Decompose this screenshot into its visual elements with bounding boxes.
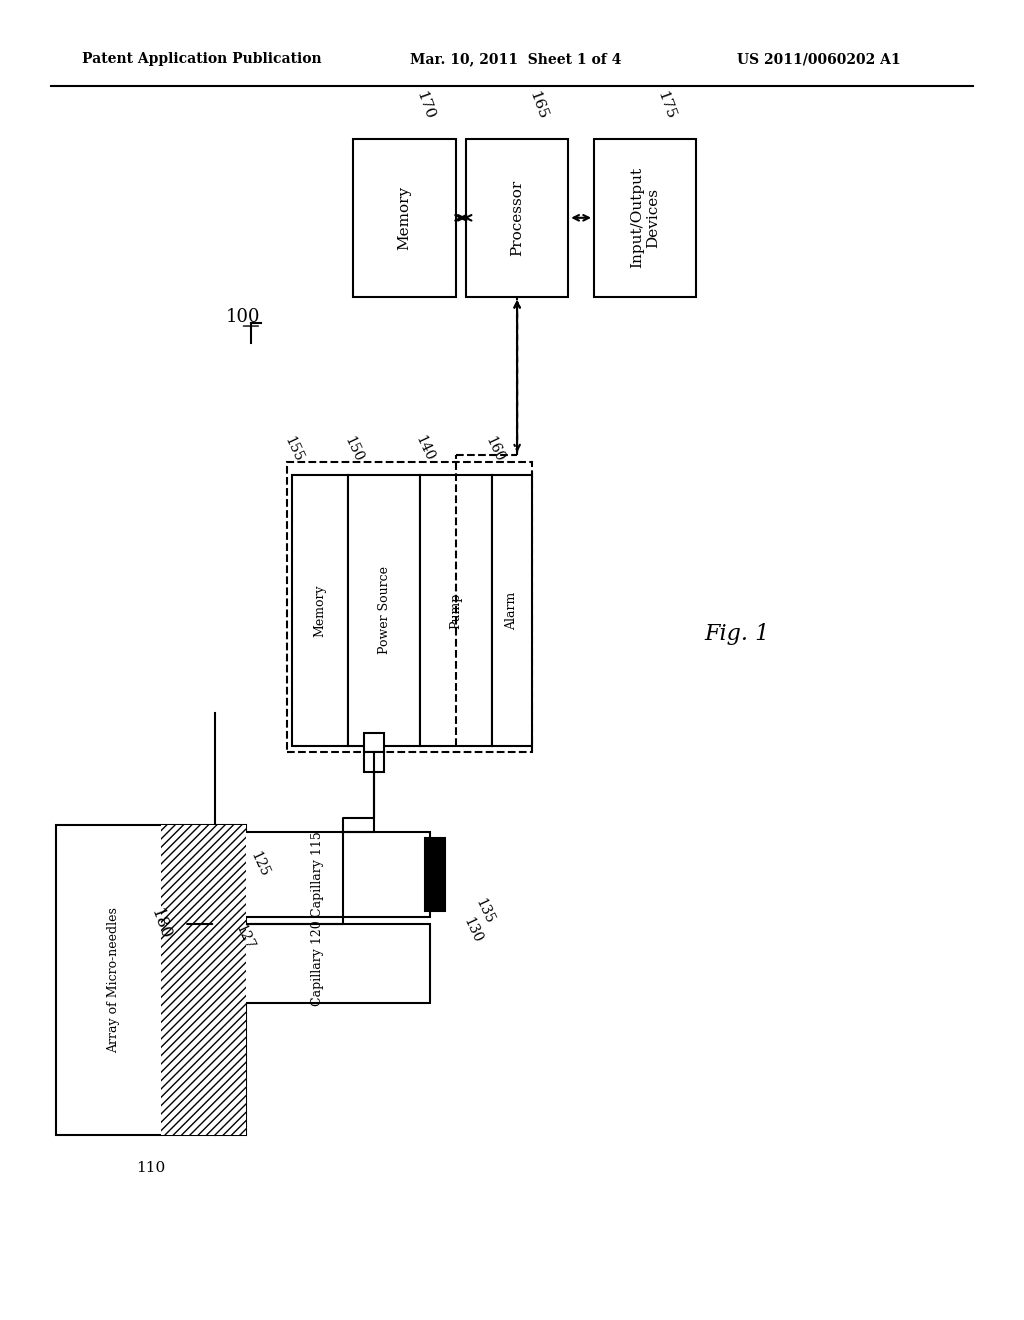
Text: Processor: Processor	[510, 180, 524, 256]
Bar	[205, 924, 430, 1003]
Text: 110: 110	[136, 1162, 166, 1175]
Bar	[56, 825, 246, 1135]
Text: Memory: Memory	[313, 585, 327, 636]
Bar	[353, 139, 456, 297]
Text: 150: 150	[341, 434, 366, 463]
Text: 160: 160	[482, 434, 507, 463]
Bar	[492, 475, 532, 746]
Bar	[161, 825, 246, 1135]
Text: Memory: Memory	[397, 186, 412, 249]
Text: Alarm: Alarm	[506, 591, 518, 630]
Bar	[420, 475, 492, 746]
Text: Pump: Pump	[450, 593, 462, 628]
Text: Patent Application Publication: Patent Application Publication	[82, 53, 322, 66]
Text: 155: 155	[282, 434, 306, 463]
Text: 165: 165	[526, 90, 549, 121]
Bar	[425, 838, 445, 911]
Text: Input/Output
Devices: Input/Output Devices	[630, 168, 660, 268]
Text: 140: 140	[413, 434, 437, 463]
Bar	[466, 139, 568, 297]
Bar	[348, 475, 420, 746]
Text: Capillary 115: Capillary 115	[311, 832, 324, 917]
Text: 180: 180	[147, 906, 174, 942]
Text: US 2011/0060202 A1: US 2011/0060202 A1	[737, 53, 901, 66]
Text: 127: 127	[232, 923, 256, 952]
Text: Array of Micro-needles: Array of Micro-needles	[106, 907, 120, 1053]
Text: Mar. 10, 2011  Sheet 1 of 4: Mar. 10, 2011 Sheet 1 of 4	[410, 53, 621, 66]
Bar	[364, 733, 384, 752]
Text: 130: 130	[461, 916, 484, 945]
Bar	[292, 475, 348, 746]
Bar	[287, 462, 532, 752]
Text: 125: 125	[248, 850, 271, 879]
Bar	[205, 832, 430, 917]
Text: Power Source: Power Source	[378, 566, 390, 655]
Bar	[594, 139, 696, 297]
Text: 100: 100	[225, 308, 260, 326]
Bar	[364, 752, 384, 772]
Text: Fig. 1: Fig. 1	[705, 623, 770, 644]
Text: 175: 175	[654, 90, 677, 121]
Text: 135: 135	[473, 896, 497, 925]
Text: 170: 170	[414, 90, 436, 121]
Text: S: S	[431, 869, 439, 880]
Text: Capillary 120: Capillary 120	[311, 921, 324, 1006]
